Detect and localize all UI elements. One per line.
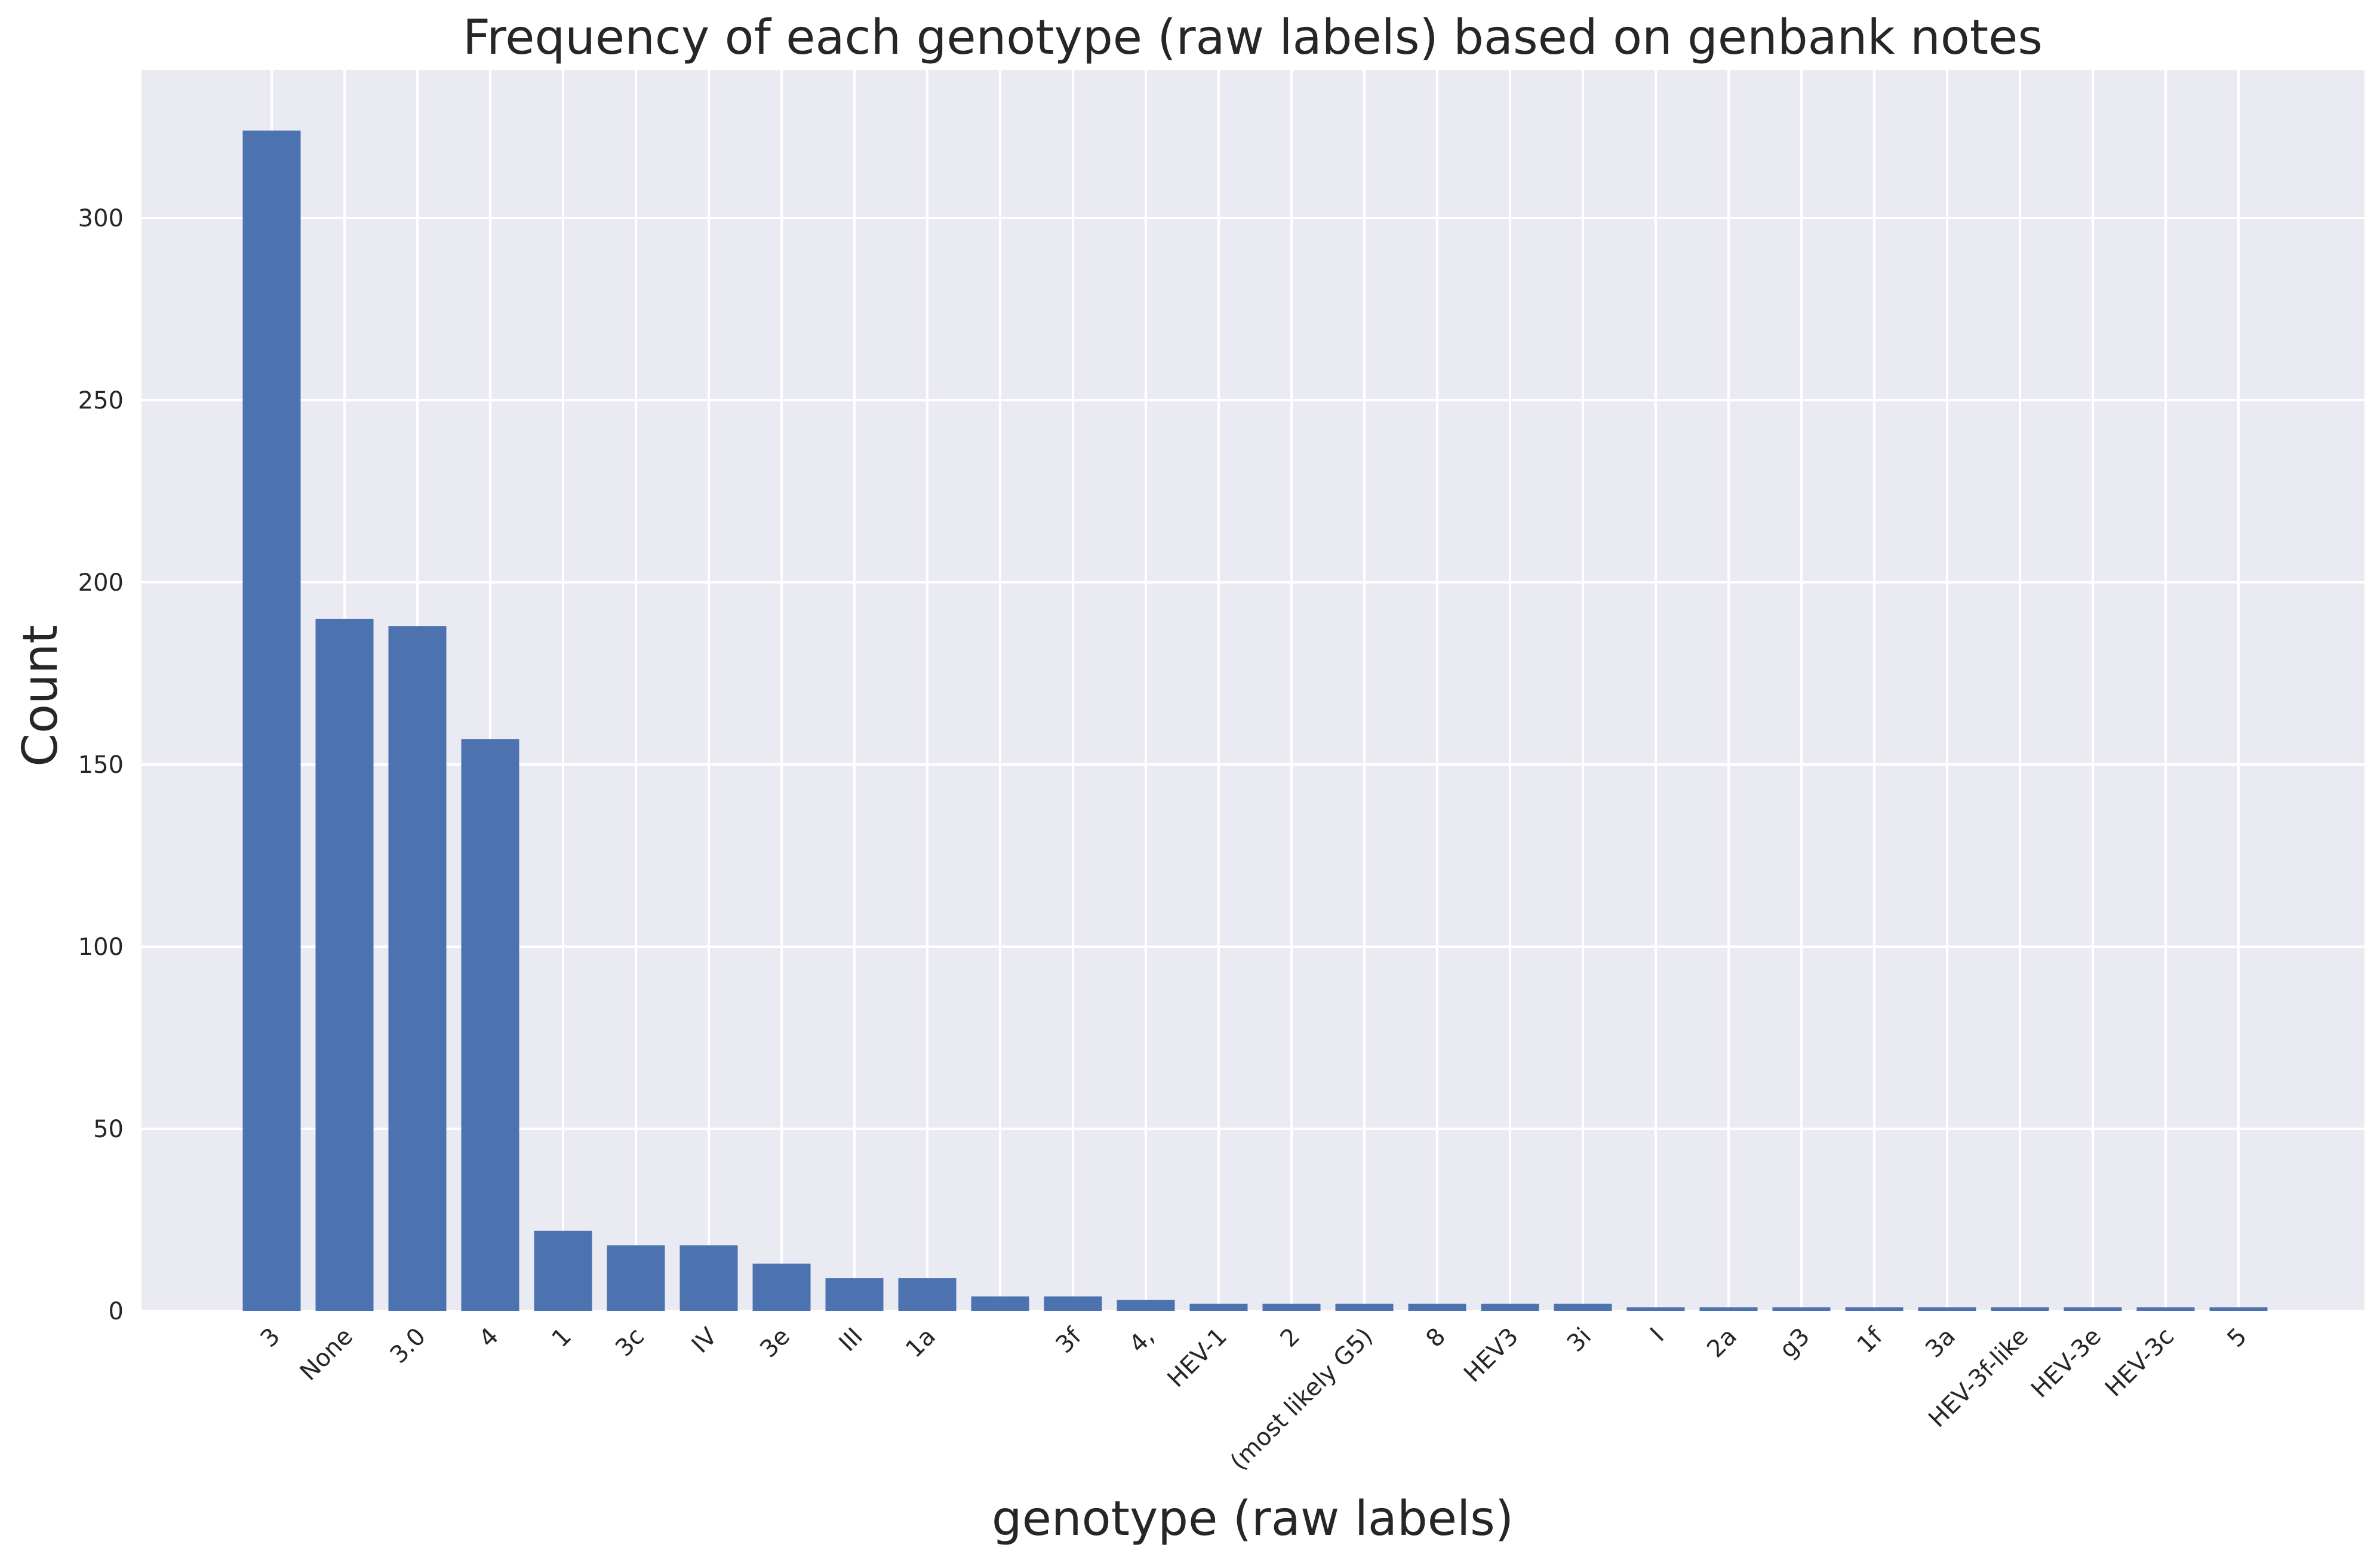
y-tick-label: 150 <box>78 751 124 779</box>
bar <box>1918 1307 1976 1311</box>
bar <box>752 1263 811 1311</box>
x-tick-label: HEV-1 <box>1163 1323 1233 1393</box>
x-axis-label: genotype (raw labels) <box>992 1491 1514 1546</box>
bar <box>1335 1303 1394 1311</box>
bar <box>388 626 447 1311</box>
y-tick-label: 100 <box>78 933 124 961</box>
bar <box>2136 1307 2195 1311</box>
y-axis-label: Count <box>13 625 68 767</box>
x-tick-label: 8 <box>1421 1323 1452 1353</box>
y-tick-label: 200 <box>78 569 124 597</box>
x-tick-label: HEV3 <box>1459 1323 1524 1388</box>
x-tick-label: 3e <box>755 1323 795 1364</box>
x-tick-label: 1f <box>1852 1322 1889 1359</box>
x-tick-label: g3 <box>1775 1323 1815 1364</box>
bar <box>461 739 519 1311</box>
bar <box>1772 1307 1831 1311</box>
bar <box>1554 1303 1612 1311</box>
bars <box>242 130 2268 1312</box>
bar <box>2064 1307 2122 1311</box>
chart-title: Frequency of each genotype (raw labels) … <box>463 10 2043 65</box>
x-tick-label: 1a <box>900 1323 941 1364</box>
x-tick-label: None <box>295 1323 358 1386</box>
x-tick-label: 3i <box>1562 1323 1597 1358</box>
x-tick-label: I <box>1645 1323 1669 1347</box>
bar <box>825 1278 884 1311</box>
x-tick-label: 4, <box>1124 1323 1160 1359</box>
x-tick-label: 3f <box>1051 1322 1087 1359</box>
x-tick-label: III <box>834 1323 869 1358</box>
x-tick-label: HEV-3e <box>2026 1323 2107 1404</box>
bar <box>679 1245 738 1311</box>
x-tick-labels: 3 None 3.0 4 1 3c IV 3e III 1a 3f 4, HEV-1 2(most lik… <box>256 1322 2253 1476</box>
x-tick-label: 4 <box>474 1323 505 1353</box>
x-tick-label: 2a <box>1702 1323 1742 1364</box>
y-tick-label: 0 <box>109 1298 124 1325</box>
bar <box>1699 1307 1758 1311</box>
y-tick-label: 300 <box>78 205 124 232</box>
bar <box>1262 1303 1321 1311</box>
bar <box>898 1278 957 1311</box>
y-tick-label: 50 <box>93 1116 124 1143</box>
x-tick-label: 3.0 <box>385 1323 432 1369</box>
bar <box>1117 1300 1175 1311</box>
bar <box>315 619 374 1311</box>
bar <box>1626 1307 1685 1311</box>
y-tick-labels: 0 50 100 150 200 250 300 <box>78 205 124 1325</box>
bar <box>971 1296 1029 1311</box>
bar <box>1481 1303 1539 1311</box>
x-tick-label: 3c <box>610 1323 650 1362</box>
y-tick-label: 250 <box>78 387 124 414</box>
bar <box>1845 1307 1904 1311</box>
bar <box>1189 1303 1248 1311</box>
bar <box>607 1245 665 1311</box>
bar <box>1991 1307 2049 1311</box>
x-tick-label: 1 <box>547 1323 577 1353</box>
bar <box>1044 1296 1102 1311</box>
bar <box>2209 1307 2268 1311</box>
bar <box>534 1230 592 1311</box>
x-tick-label: 5 <box>2222 1323 2253 1353</box>
x-tick-label: 2 <box>1275 1323 1306 1353</box>
bar <box>242 130 301 1312</box>
x-tick-label: HEV-3c <box>2100 1323 2179 1402</box>
x-tick-label: 3 <box>256 1323 286 1353</box>
x-tick-label: 3a <box>1920 1323 1961 1364</box>
x-tick-label: IV <box>687 1322 723 1359</box>
x-gridlines <box>270 70 2240 1312</box>
bar <box>1408 1303 1466 1311</box>
